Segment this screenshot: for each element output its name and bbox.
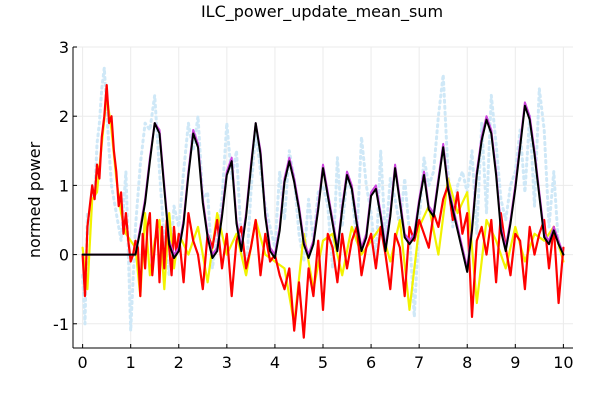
y-tick-label: 3	[59, 38, 69, 57]
y-tick-label: 0	[59, 246, 69, 265]
axes	[72, 46, 573, 349]
x-tick-label: 4	[270, 353, 280, 372]
x-tick-label: 3	[222, 353, 232, 372]
x-tick-label: 8	[462, 353, 472, 372]
x-tick-label: 0	[78, 353, 88, 372]
series-line-5	[81, 104, 565, 273]
y-tick-label: 1	[59, 176, 69, 195]
tick-labels: 0 1 2 3 4 5 6 7 8 9 10 -1 0 1 2 3	[53, 38, 574, 372]
chart-title: ILC_power_update_mean_sum	[201, 2, 443, 22]
x-tick-label: 10	[553, 353, 573, 372]
x-tick-label: 1	[126, 353, 136, 372]
series-line-2	[81, 94, 565, 325]
x-tick-label: 9	[510, 353, 520, 372]
x-tick-label: 6	[366, 353, 376, 372]
x-tick-label: 5	[318, 353, 328, 372]
y-tick-label: -1	[53, 315, 69, 334]
y-axis-label: normed power	[25, 141, 44, 258]
x-tick-label: 7	[414, 353, 424, 372]
series-layer	[81, 66, 565, 339]
series-line-1	[81, 66, 565, 333]
x-tick-label: 2	[174, 353, 184, 372]
grid	[73, 46, 573, 348]
y-tick-label: 2	[59, 107, 69, 126]
